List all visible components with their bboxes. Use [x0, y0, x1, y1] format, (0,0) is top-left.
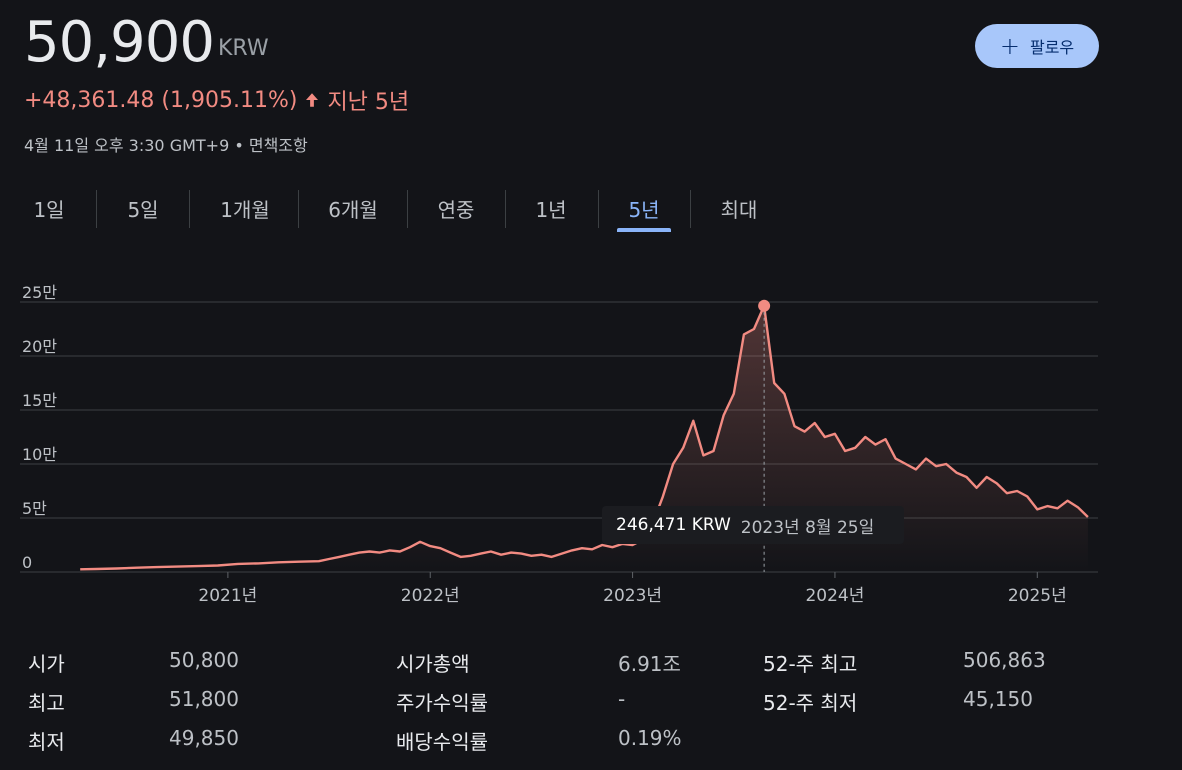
y-tick-label-3: 15만: [22, 391, 57, 410]
tab-separator: [598, 190, 599, 228]
x-tick-label-1: 2022년: [401, 586, 460, 606]
follow-label: 팔로우: [1029, 38, 1075, 57]
current-price: 50,900: [24, 10, 215, 75]
price-change: +48,361.48 (1,905.11%) 지난 5년: [24, 84, 409, 116]
stat-label-52w-high: 52-주 최고: [763, 652, 858, 676]
stat-value-low: 49,850: [169, 726, 239, 750]
series-area: [80, 305, 1088, 572]
tab-ytd[interactable]: 연중: [437, 197, 475, 222]
y-tick-label-0: 0: [22, 553, 32, 572]
tab-separator: [298, 190, 299, 228]
stat-value-52w-low: 45,150: [963, 687, 1033, 711]
timestamp[interactable]: 4월 11일 오후 3:30 GMT+9 • 면책조항: [24, 136, 308, 155]
follow-button[interactable]: + 팔로우: [975, 24, 1099, 68]
stat-label-pe: 주가수익률: [396, 691, 488, 715]
hover-point: [758, 299, 771, 312]
x-tick-label-4: 2025년: [1008, 586, 1067, 606]
currency-label: KRW: [218, 36, 269, 61]
stat-value-52w-high: 506,863: [963, 648, 1046, 672]
stat-value-high: 51,800: [169, 687, 239, 711]
stat-value-market-cap: 6.91조: [618, 652, 681, 676]
tab-5y[interactable]: 5년: [628, 197, 660, 222]
y-tick-label-1: 5만: [22, 499, 47, 518]
tab-separator: [407, 190, 408, 228]
chart-tooltip: 246,471 KRW 2023년 8월 25일: [602, 506, 904, 544]
tab-1m[interactable]: 1개월: [220, 197, 270, 222]
x-tick-label-0: 2021년: [198, 586, 257, 606]
stat-label-market-cap: 시가총액: [396, 652, 470, 676]
y-tick-label-4: 20만: [22, 337, 57, 356]
tooltip-value: 246,471 KRW: [616, 515, 731, 535]
x-tick-label-3: 2024년: [805, 586, 864, 606]
tooltip-date: 2023년 8월 25일: [740, 517, 875, 538]
change-value: +48,361.48 (1,905.11%): [24, 87, 298, 113]
stat-label-52w-low: 52-주 최저: [763, 691, 858, 715]
tab-max[interactable]: 최대: [720, 197, 758, 222]
tab-separator: [189, 190, 190, 228]
tab-separator: [96, 190, 97, 228]
stat-value-dividend: 0.19%: [618, 726, 682, 750]
tab-1y[interactable]: 1년: [535, 197, 567, 222]
tab-separator: [505, 190, 506, 228]
arrow-up-icon: [306, 93, 319, 107]
tab-5d[interactable]: 5일: [127, 197, 159, 222]
tab-separator: [690, 190, 691, 228]
active-tab-indicator: [617, 228, 671, 232]
y-tick-label-2: 10만: [22, 445, 57, 464]
period-label: 지난 5년: [327, 90, 410, 115]
stat-label-open: 시가: [28, 652, 65, 676]
stat-value-open: 50,800: [169, 648, 239, 672]
price-chart[interactable]: 0 5만 10만 15만 20만 25만 2021년 2022년 2023년 2024년 2025년: [0, 280, 1182, 610]
stat-label-dividend: 배당수익률: [396, 730, 488, 754]
tab-6m[interactable]: 6개월: [328, 197, 378, 222]
plus-icon: +: [999, 32, 1020, 60]
tab-1d[interactable]: 1일: [33, 197, 65, 222]
stat-value-pe: -: [618, 687, 626, 711]
stat-label-high: 최고: [28, 691, 65, 715]
y-tick-label-5: 25만: [22, 283, 57, 302]
x-tick-label-2: 2023년: [603, 586, 662, 606]
stat-label-low: 최저: [28, 730, 65, 754]
